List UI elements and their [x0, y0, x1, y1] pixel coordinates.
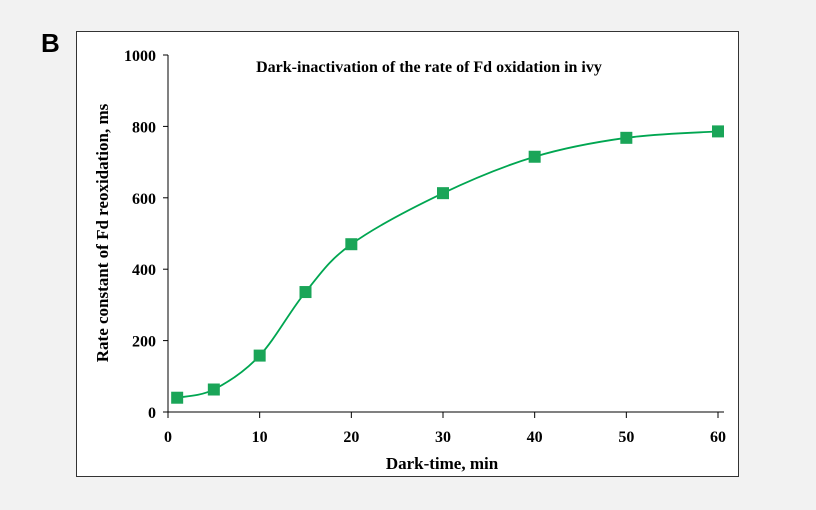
- data-point: [712, 125, 724, 138]
- y-tick-label: 1000: [124, 48, 156, 65]
- data-point: [299, 286, 312, 299]
- y-tick-label: 400: [132, 262, 156, 279]
- series-curve: [176, 130, 719, 399]
- x-tick-label: 20: [343, 429, 359, 446]
- data-point: [528, 150, 541, 163]
- data-point: [345, 238, 358, 251]
- y-tick-label: 200: [132, 334, 156, 351]
- series-markers: [171, 125, 724, 404]
- x-tick-label: 0: [164, 429, 172, 446]
- x-tick-label: 60: [710, 429, 726, 446]
- data-point: [620, 131, 633, 144]
- data-point: [253, 349, 266, 362]
- x-tick-label: 30: [435, 429, 451, 446]
- x-tick-label: 10: [252, 429, 268, 446]
- y-tick-label: 600: [132, 191, 156, 208]
- x-axis-label: Dark-time, min: [386, 454, 499, 473]
- panel-label: B: [41, 28, 60, 58]
- y-tick-label: 0: [148, 405, 156, 422]
- data-point: [437, 187, 449, 200]
- data-point: [171, 391, 184, 404]
- x-tick-label: 40: [527, 429, 543, 446]
- chart-frame: [76, 31, 739, 477]
- y-axis-label: Rate constant of Fd reoxidation, ms: [93, 103, 112, 362]
- y-tick-label: 800: [132, 119, 156, 136]
- data-point: [207, 383, 220, 396]
- axes: 0 200 400 600 800 1000 0 10 20 30 40 50 60: [124, 48, 726, 446]
- series-line: [176, 130, 719, 399]
- chart-title: Dark-inactivation of the rate of Fd oxid…: [256, 59, 602, 76]
- x-tick-label: 50: [618, 429, 634, 446]
